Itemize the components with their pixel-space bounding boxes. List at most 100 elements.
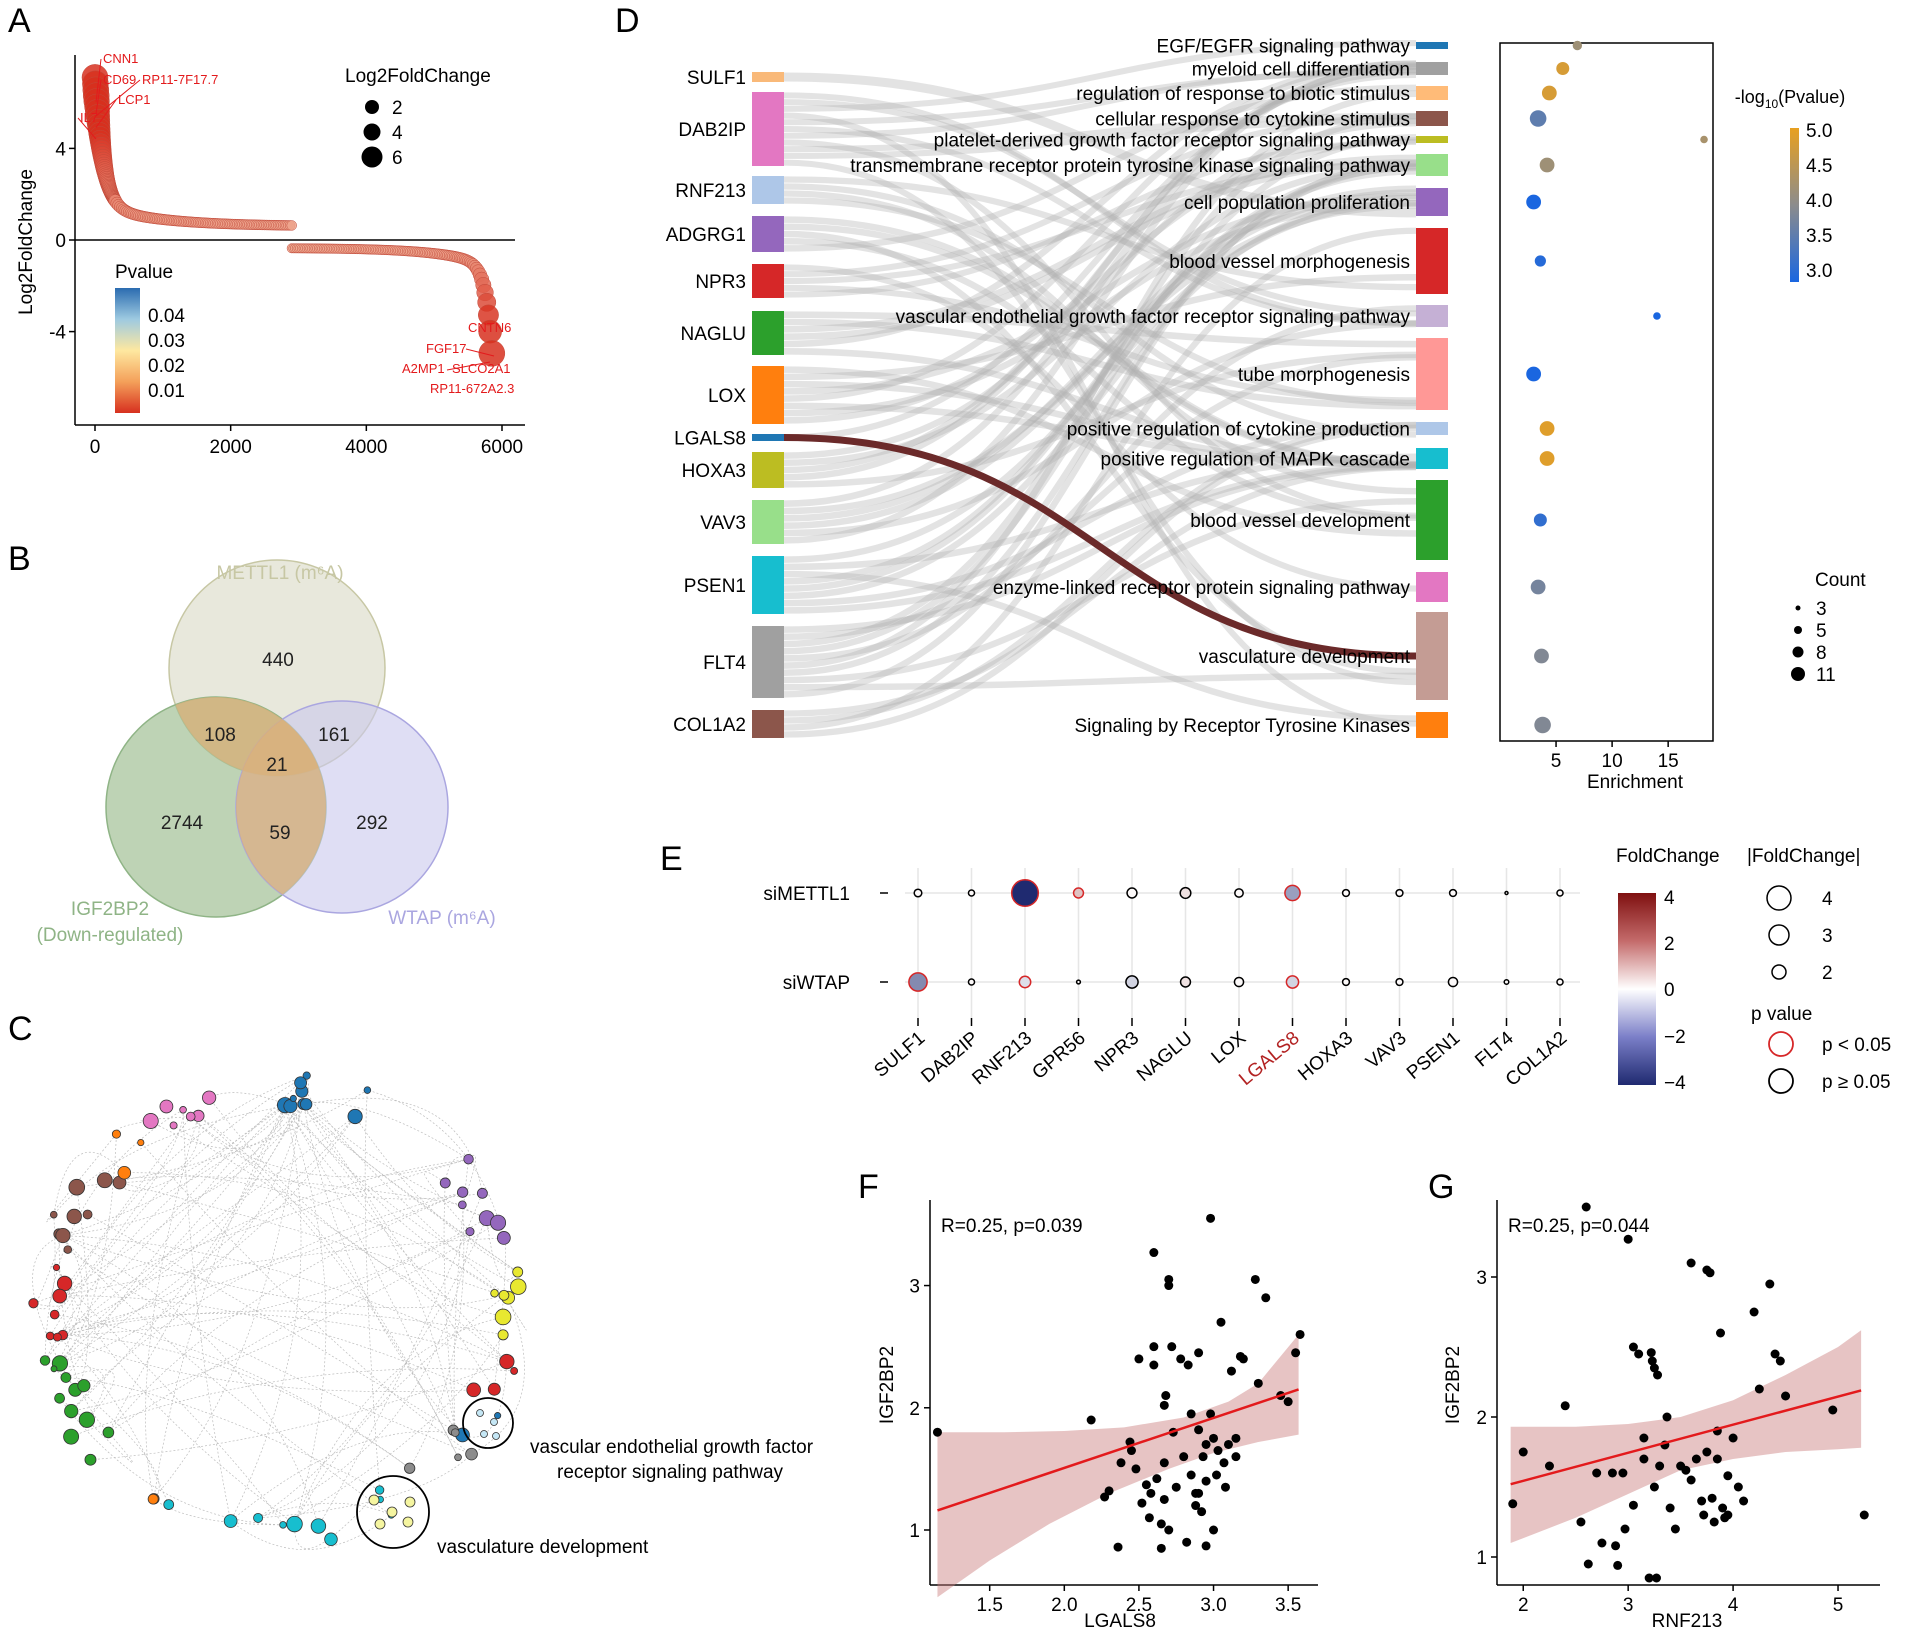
- sankey-gene-bar: [752, 176, 784, 204]
- sankey-link: [783, 113, 1417, 648]
- panel-f-x-tick-label: 2.0: [1051, 1595, 1077, 1616]
- nlp-color-tick-label: 3.0: [1806, 261, 1832, 282]
- panel-g-point: [1581, 1202, 1591, 1212]
- network-node: [147, 1493, 159, 1505]
- network-node-vegf: [476, 1409, 484, 1417]
- panel-f-point: [1116, 1458, 1126, 1468]
- panel-g-point: [1592, 1468, 1602, 1478]
- sankey-link: [783, 190, 1417, 495]
- panel-c-nodes: [28, 1071, 527, 1547]
- panel-a-gene-leader: [446, 361, 491, 371]
- absfc-legend-label: 2: [1822, 963, 1833, 984]
- panel-a-size-legend-title: Log2FoldChange: [345, 66, 491, 87]
- sankey-gene-label: FLT4: [703, 653, 746, 674]
- network-edge: [294, 1489, 380, 1549]
- network-node: [374, 1485, 385, 1495]
- network-edge: [74, 1187, 89, 1391]
- network-edge: [150, 1098, 294, 1149]
- panel-g-point: [1518, 1447, 1528, 1457]
- network-node: [512, 1266, 524, 1278]
- sankey-link: [783, 162, 1417, 467]
- sankey-link: [783, 284, 1417, 404]
- network-edge: [70, 1191, 463, 1412]
- sankey-link: [783, 464, 1417, 717]
- sankey-term-bar: [1416, 612, 1448, 700]
- network-node-vegf: [480, 1430, 488, 1438]
- panel-f-point: [1182, 1537, 1192, 1547]
- panel-g-x-tick-label: 2: [1518, 1595, 1529, 1616]
- network-edge: [145, 1115, 199, 1499]
- network-edge: [471, 1297, 525, 1455]
- network-edge: [70, 1105, 286, 1412]
- venn-count-mettl1-igf2bp2: 108: [204, 725, 236, 746]
- dotplot-dot: [1395, 888, 1404, 898]
- network-edge: [182, 1109, 231, 1522]
- panel-g-y-label: IGF2BP2: [1443, 1346, 1464, 1424]
- panel-a-gene-leader: [77, 117, 97, 140]
- network-node: [450, 1428, 460, 1437]
- network-edge: [305, 1104, 499, 1224]
- sankey-link: [783, 168, 1417, 585]
- panel-f-point: [1183, 1360, 1193, 1370]
- sankey-link: [783, 134, 1417, 655]
- sankey-term-bar: [1416, 188, 1448, 216]
- network-edge: [305, 1104, 495, 1390]
- panel-g-point: [1681, 1465, 1691, 1475]
- network-node: [60, 1372, 72, 1383]
- panel-g-point: [1560, 1401, 1570, 1411]
- panel-a-y-label: Log2FoldChange: [16, 169, 37, 315]
- sankey-term-bar: [1416, 136, 1448, 143]
- sankey-gene-nodes: SULF1 DAB2IP RNF213 ADGRG1 NPR3 NAGLU LOX LGALS…: [666, 68, 784, 738]
- network-node: [510, 1367, 519, 1375]
- sankey-link: [783, 227, 1417, 731]
- sankey-gene-bar: [752, 500, 784, 544]
- panel-a-color-tick-label: 0.03: [148, 331, 185, 352]
- network-edge: [300, 1082, 509, 1298]
- panel-g-y-tick-label: 1: [1476, 1548, 1487, 1569]
- sankey-link: [783, 351, 1417, 488]
- sankey-term-bar: [1416, 305, 1448, 327]
- sankey-link: [783, 348, 1417, 467]
- panel-a-gene-label: IL7: [80, 110, 98, 125]
- network-edge: [54, 1314, 410, 1469]
- dotplot-dot: [1504, 890, 1509, 896]
- sankey-term-label: regulation of response to biotic stimulu…: [1076, 84, 1410, 105]
- panel-f-y-tick-label: 1: [909, 1521, 920, 1542]
- panel-f-point: [1131, 1464, 1141, 1474]
- absfc-legend-circle: [1766, 885, 1792, 911]
- network-edge: [119, 1115, 200, 1183]
- panel-g-point: [1508, 1499, 1518, 1509]
- network-edge: [279, 1104, 307, 1135]
- network-node: [45, 1331, 55, 1341]
- network-edge: [62, 1105, 291, 1236]
- sankey-link: [783, 305, 1417, 662]
- network-node: [289, 1094, 297, 1102]
- panel-f-point: [1194, 1488, 1204, 1498]
- network-node: [54, 1392, 65, 1404]
- fc-color-bar: [1618, 893, 1656, 1085]
- network-edge: [71, 1222, 499, 1412]
- panel-g-point: [1607, 1468, 1617, 1478]
- panel-f-point: [1152, 1474, 1162, 1484]
- network-edge: [303, 1103, 505, 1296]
- sankey-link: [783, 62, 1417, 544]
- network-node: [294, 1076, 308, 1090]
- panel-f-point: [1194, 1348, 1204, 1358]
- network-edge: [284, 1104, 508, 1362]
- enrichment-bubble: [1541, 85, 1557, 101]
- panel-g-point: [1707, 1493, 1717, 1503]
- sankey-link: [783, 216, 1417, 468]
- fc-color-tick-label: 0: [1664, 980, 1675, 1001]
- sankey-link: [783, 462, 1417, 614]
- sankey-gene-bar: [752, 264, 784, 298]
- sankey-link: [783, 84, 1417, 252]
- dotplot-dot: [967, 978, 976, 986]
- panel-f-point: [1283, 1397, 1293, 1407]
- network-edge: [62, 1235, 505, 1309]
- network-edge: [33, 1214, 56, 1310]
- network-edge: [258, 1453, 472, 1519]
- network-node: [77, 1379, 91, 1393]
- panel-g-point: [1662, 1412, 1672, 1422]
- enrichment-x-ticks: 5 10 15: [1551, 741, 1679, 772]
- enrichment-bubble: [1653, 312, 1661, 320]
